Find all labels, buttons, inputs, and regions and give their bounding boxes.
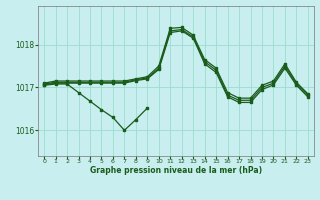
X-axis label: Graphe pression niveau de la mer (hPa): Graphe pression niveau de la mer (hPa) [90, 166, 262, 175]
